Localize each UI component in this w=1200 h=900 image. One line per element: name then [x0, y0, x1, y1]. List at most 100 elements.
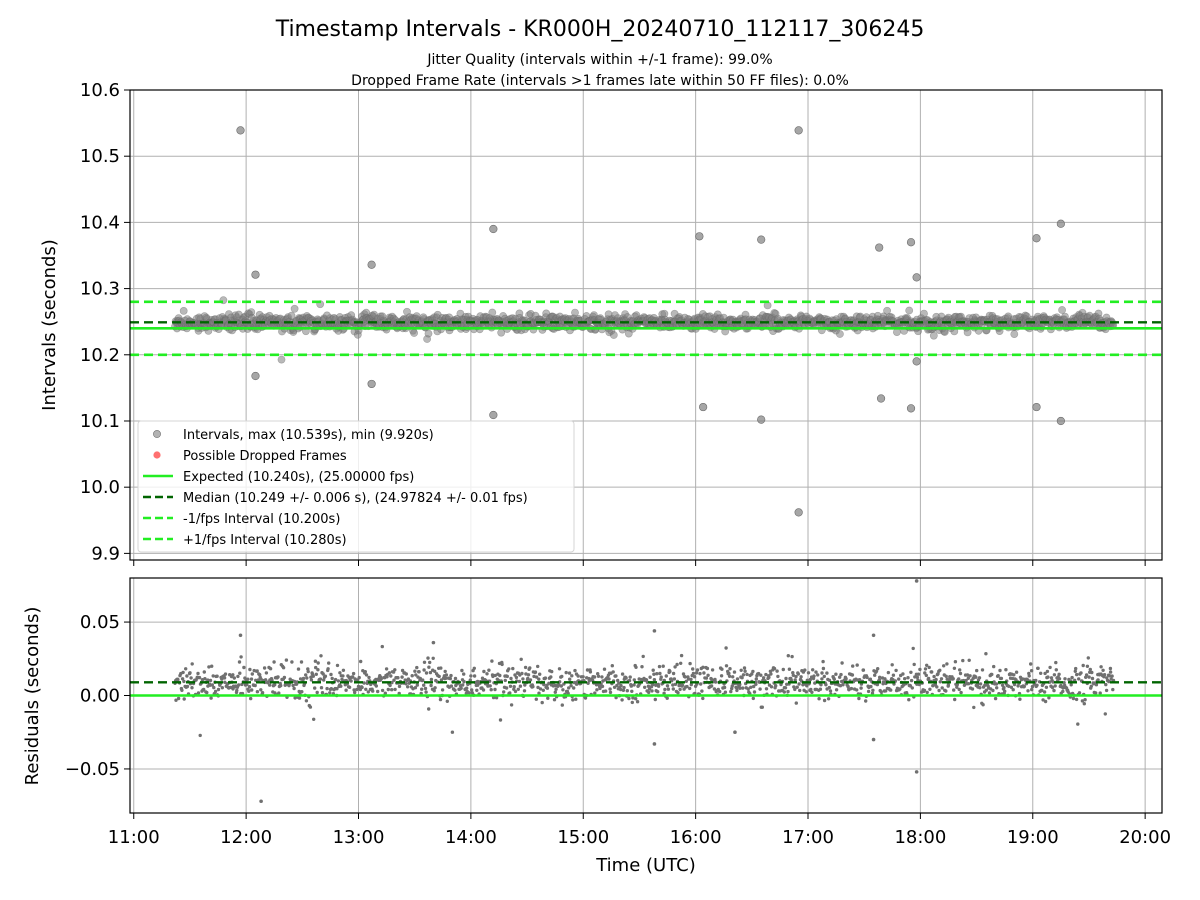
residual-point: [428, 660, 432, 665]
residual-point: [581, 675, 585, 679]
residual-point: [316, 661, 320, 665]
legend-entry-label: -1/fps Interval (10.200s): [183, 512, 340, 527]
legend-marker-dropped: [153, 451, 161, 459]
residual-point: [311, 674, 315, 678]
residual-point: [995, 686, 999, 690]
residual-point: [1043, 671, 1047, 676]
residual-point: [806, 671, 811, 675]
residual-point: [490, 659, 494, 663]
residual-point: [1084, 673, 1089, 677]
residual-point: [826, 697, 831, 701]
residual-point: [735, 688, 739, 693]
residual-point: [857, 678, 862, 682]
residual-point: [901, 672, 905, 676]
residual-point: [198, 733, 202, 738]
residual-point: [622, 685, 626, 690]
residual-point: [315, 690, 319, 695]
residual-point: [994, 682, 999, 686]
intervals-y-tick-label: 10.2: [80, 345, 120, 366]
residual-point: [520, 671, 524, 676]
residual-point: [297, 696, 302, 700]
residual-point: [1080, 699, 1085, 703]
residual-point: [646, 684, 651, 688]
residual-point: [326, 667, 330, 671]
residual-point: [1029, 662, 1033, 666]
residual-point: [1081, 663, 1085, 668]
residual-point: [612, 685, 617, 689]
residual-point: [824, 683, 828, 687]
residual-point: [859, 686, 863, 690]
residual-point: [585, 668, 590, 672]
residual-point: [468, 678, 472, 682]
residual-point: [616, 678, 620, 683]
residual-point: [791, 673, 795, 677]
residual-point: [531, 684, 535, 689]
residual-point: [939, 677, 944, 681]
residual-point: [418, 676, 422, 681]
residual-point: [931, 684, 935, 688]
residual-point: [884, 689, 888, 693]
residual-point: [384, 667, 389, 671]
residuals-x-tick-label: 12:00: [220, 827, 272, 848]
residual-point: [652, 672, 656, 676]
chart-subtitle-line-2: Dropped Frame Rate (intervals >1 frames …: [351, 73, 849, 89]
residual-point: [741, 686, 745, 690]
residual-point: [678, 687, 682, 692]
residual-point: [958, 671, 963, 676]
residual-point: [220, 686, 224, 690]
residual-point: [547, 681, 551, 685]
residual-point: [958, 668, 962, 672]
residual-point: [487, 668, 491, 672]
residual-point: [695, 668, 700, 672]
residual-point: [238, 671, 242, 675]
residual-point: [281, 666, 286, 670]
residual-point: [438, 697, 443, 702]
residual-point: [713, 677, 717, 682]
residual-point: [619, 687, 623, 692]
residual-point: [857, 696, 861, 701]
residual-point: [413, 686, 418, 690]
residual-point: [978, 682, 983, 686]
residual-point: [1108, 666, 1113, 671]
residual-point: [865, 675, 869, 680]
residual-point: [245, 682, 249, 687]
residual-point: [568, 677, 572, 681]
residual-point: [432, 689, 436, 693]
residual-point: [1086, 656, 1091, 660]
residual-point: [511, 666, 515, 671]
residual-point: [380, 644, 384, 649]
residual-point: [255, 669, 259, 673]
residual-point: [188, 671, 192, 675]
residual-point: [176, 678, 180, 682]
residual-point: [567, 671, 572, 675]
residual-point: [665, 696, 669, 700]
residual-point: [437, 674, 441, 679]
residual-point: [339, 684, 343, 688]
interval-outlier-point: [367, 379, 376, 389]
intervals-plot-frame: [129, 89, 1163, 561]
residual-point: [1042, 690, 1047, 694]
residual-point: [814, 670, 818, 674]
residual-point: [868, 677, 873, 681]
residual-point: [522, 689, 527, 693]
residual-point: [504, 686, 509, 690]
residual-point: [309, 678, 314, 682]
residual-point: [493, 673, 497, 678]
residual-point: [794, 701, 798, 705]
residual-point: [543, 676, 548, 680]
residual-point: [798, 688, 802, 693]
residual-point: [786, 689, 790, 694]
intervals-y-tick-label: 10.4: [80, 212, 120, 233]
residual-point: [944, 674, 948, 678]
residual-point: [1088, 667, 1093, 672]
residual-point: [689, 677, 693, 682]
residual-point: [1048, 665, 1052, 670]
residual-point: [572, 686, 576, 690]
residual-point: [314, 672, 318, 676]
residual-point: [680, 683, 685, 687]
residual-point: [509, 703, 514, 707]
residual-point: [809, 687, 813, 692]
interval-point: [963, 328, 972, 337]
residual-point: [292, 679, 297, 684]
residual-point: [322, 678, 326, 682]
